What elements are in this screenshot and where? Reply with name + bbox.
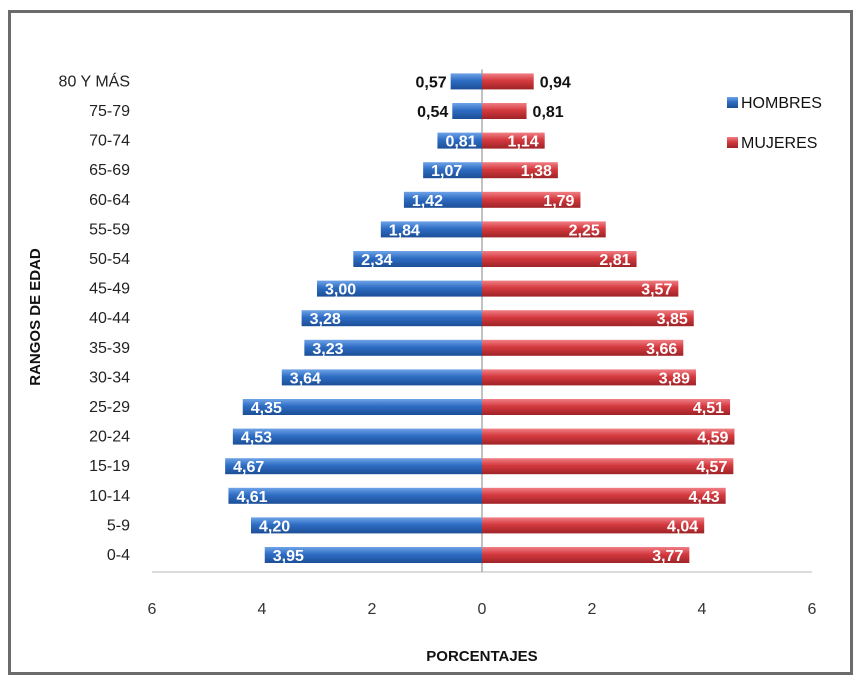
bar-mujeres bbox=[482, 399, 731, 415]
y-tick-label: 55-59 bbox=[89, 221, 130, 238]
data-label-hombres: 4,67 bbox=[233, 459, 264, 476]
data-label-mujeres: 2,81 bbox=[599, 252, 630, 269]
y-tick-label: 75-79 bbox=[89, 103, 130, 120]
bar-mujeres bbox=[482, 280, 679, 297]
x-tick-label: 2 bbox=[588, 601, 597, 618]
y-tick-label: 10-14 bbox=[89, 488, 130, 505]
y-axis-title: RANGOS DE EDAD bbox=[27, 248, 44, 386]
data-label-hombres: 2,34 bbox=[361, 252, 392, 269]
bar-mujeres bbox=[482, 103, 527, 119]
data-label-mujeres: 0,94 bbox=[540, 74, 571, 91]
bar-mujeres bbox=[482, 458, 734, 475]
data-label-hombres: 4,20 bbox=[259, 518, 290, 535]
bar-hombres bbox=[317, 280, 482, 297]
data-label-hombres: 3,95 bbox=[273, 548, 304, 565]
bar-hombres bbox=[437, 132, 482, 149]
data-label-hombres: 4,61 bbox=[236, 489, 267, 506]
x-tick-label: 4 bbox=[698, 601, 707, 618]
bar-mujeres bbox=[482, 339, 684, 356]
bar-mujeres bbox=[482, 428, 735, 445]
y-tick-label: 65-69 bbox=[89, 162, 130, 179]
y-tick-label: 80 Y MÁS bbox=[59, 71, 130, 90]
x-tick-label: 6 bbox=[808, 601, 817, 618]
y-tick-label: 15-19 bbox=[89, 458, 130, 475]
y-tick-label: 70-74 bbox=[89, 133, 130, 150]
data-label-mujeres: 0,81 bbox=[533, 104, 564, 121]
data-label-mujeres: 1,14 bbox=[508, 134, 539, 151]
bar-mujeres bbox=[482, 162, 558, 179]
bar-mujeres bbox=[482, 487, 726, 504]
bar-mujeres bbox=[482, 517, 705, 534]
data-label-hombres: 3,23 bbox=[312, 341, 343, 358]
y-tick-label: 60-64 bbox=[89, 192, 130, 209]
y-tick-label: 20-24 bbox=[89, 429, 130, 446]
data-label-hombres: 0,57 bbox=[416, 74, 447, 91]
data-label-mujeres: 3,77 bbox=[652, 548, 683, 565]
data-label-mujeres: 1,79 bbox=[543, 193, 574, 210]
bar-hombres bbox=[281, 369, 482, 386]
data-label-hombres: 0,81 bbox=[445, 134, 476, 151]
bar-hombres bbox=[380, 221, 482, 238]
bar-hombres bbox=[251, 517, 482, 534]
bar-mujeres bbox=[482, 251, 637, 267]
y-tick-label: 45-49 bbox=[89, 281, 130, 298]
y-tick-label: 50-54 bbox=[89, 251, 130, 268]
y-tick-label: 0-4 bbox=[107, 547, 130, 564]
data-label-mujeres: 3,85 bbox=[657, 311, 688, 328]
data-label-mujeres: 4,57 bbox=[696, 459, 727, 476]
bar-mujeres bbox=[482, 132, 545, 149]
y-tick-label: 25-29 bbox=[89, 399, 130, 416]
bar-hombres bbox=[264, 547, 482, 563]
x-tick-label: 6 bbox=[148, 601, 157, 618]
x-tick-label: 0 bbox=[478, 601, 487, 618]
y-tick-label: 30-34 bbox=[89, 369, 130, 386]
data-label-hombres: 3,00 bbox=[325, 282, 356, 299]
y-tick-label: 35-39 bbox=[89, 340, 130, 357]
data-label-hombres: 4,53 bbox=[241, 430, 272, 447]
legend-label-mujeres: MUJERES bbox=[741, 135, 817, 152]
legend-label-hombres: HOMBRES bbox=[741, 95, 822, 112]
bar-mujeres bbox=[482, 73, 534, 90]
bar-mujeres bbox=[482, 221, 606, 238]
data-label-hombres: 1,07 bbox=[431, 163, 462, 180]
data-label-mujeres: 4,04 bbox=[667, 518, 698, 535]
y-tick-label: 40-44 bbox=[89, 310, 130, 327]
data-label-mujeres: 1,38 bbox=[521, 163, 552, 180]
x-tick-label: 2 bbox=[368, 601, 377, 618]
x-tick-label: 4 bbox=[258, 601, 267, 618]
bar-hombres bbox=[423, 162, 482, 179]
bar-hombres bbox=[225, 458, 482, 475]
data-label-mujeres: 4,43 bbox=[689, 489, 720, 506]
data-label-mujeres: 3,89 bbox=[659, 370, 690, 387]
data-label-hombres: 4,35 bbox=[251, 400, 282, 417]
bar-hombres bbox=[403, 191, 482, 208]
bar-hombres bbox=[450, 73, 482, 90]
bar-hombres bbox=[242, 399, 482, 415]
bar-hombres bbox=[228, 487, 482, 504]
data-label-hombres: 3,64 bbox=[290, 370, 321, 387]
data-label-hombres: 1,84 bbox=[389, 222, 420, 239]
bar-hombres bbox=[301, 310, 482, 327]
bar-mujeres bbox=[482, 369, 696, 386]
y-tick-label: 5-9 bbox=[107, 517, 130, 534]
data-label-mujeres: 4,51 bbox=[693, 400, 724, 417]
data-label-hombres: 0,54 bbox=[417, 104, 448, 121]
data-label-hombres: 1,42 bbox=[412, 193, 443, 210]
bar-mujeres bbox=[482, 547, 690, 563]
legend-swatch-hombres bbox=[727, 97, 738, 108]
x-axis-title: PORCENTAJES bbox=[426, 648, 537, 665]
bar-mujeres bbox=[482, 191, 581, 208]
data-label-mujeres: 3,66 bbox=[646, 341, 677, 358]
data-label-mujeres: 4,59 bbox=[697, 430, 728, 447]
data-label-hombres: 3,28 bbox=[310, 311, 341, 328]
data-label-mujeres: 3,57 bbox=[641, 282, 672, 299]
bar-hombres bbox=[353, 251, 482, 267]
bar-hombres bbox=[452, 103, 482, 119]
legend-swatch-mujeres bbox=[727, 137, 738, 148]
bar-mujeres bbox=[482, 310, 694, 327]
bar-hombres bbox=[304, 339, 482, 356]
data-label-mujeres: 2,25 bbox=[569, 222, 600, 239]
bar-hombres bbox=[232, 428, 482, 445]
